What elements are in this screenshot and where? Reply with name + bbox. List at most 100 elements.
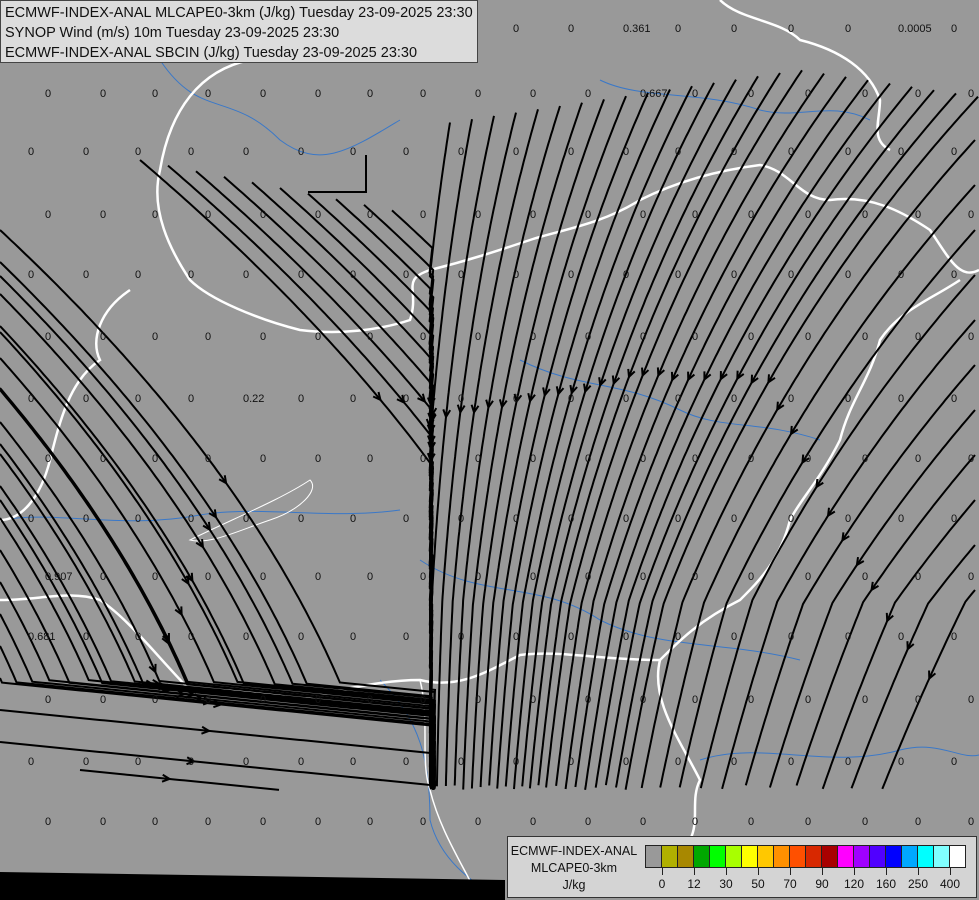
sbcin-value: 0 [513,513,519,525]
streamline [0,741,433,787]
sbcin-value: 0 [315,331,321,343]
sbcin-value: 0 [135,756,141,768]
streamline-arrow-icon [208,509,218,520]
streamline-arrow-icon [801,454,810,465]
legend-swatch [902,846,918,867]
legend-swatch [694,846,710,867]
legend-tick-label: 70 [783,877,797,891]
legend-source: ECMWF-INDEX-ANAL [510,844,638,858]
sbcin-value: 0 [788,631,794,643]
sbcin-value: 0 [350,513,356,525]
sbcin-value: 0 [350,146,356,158]
sbcin-value: 0 [243,756,249,768]
sbcin-value: 0 [898,631,904,643]
sbcin-value: 0 [530,88,536,100]
sbcin-value: 0 [898,269,904,281]
streamline [0,613,437,787]
streamline [584,82,891,790]
streamline [678,229,976,788]
streamline-arrow-icon [656,367,665,378]
sbcin-value: 0 [530,816,536,828]
sbcin-value: 0 [568,146,574,158]
sbcin-value: 0 [585,694,591,706]
sbcin-value: 0 [805,453,811,465]
sbcin-value: 0 [298,513,304,525]
sbcin-value: 0 [513,146,519,158]
sbcin-value: 0 [675,756,681,768]
streamline [545,69,803,788]
streamline [0,229,436,787]
legend-tick [726,868,727,875]
sbcin-value: 0 [692,88,698,100]
streamline-arrow-icon [513,393,523,404]
sbcin-value: 0 [675,269,681,281]
sbcin-value: 0 [298,393,304,405]
streamline-arrow-icon [174,606,183,617]
sbcin-value: 0 [898,146,904,158]
sbcin-value: 0 [862,694,868,706]
sbcin-value: 0 [458,393,464,405]
legend-tick [822,868,823,875]
legend-parameter: MLCAPE0-3km [530,861,618,875]
sbcin-value: 0 [951,631,957,643]
legend-swatch [726,846,742,867]
sbcin-value: 0 [915,331,921,343]
sbcin-value: 0 [243,146,249,158]
sbcin-value: 0 [298,269,304,281]
sbcin-value: 0 [568,393,574,405]
sbcin-value: 0 [83,631,89,643]
sbcin-value: 0 [951,513,957,525]
sbcin-value: 0 [951,23,957,35]
sbcin-value: 0 [568,513,574,525]
sbcin-value: 0 [675,513,681,525]
sbcin-value: 0 [585,453,591,465]
legend-tick-label: 50 [751,877,765,891]
sbcin-value: 0 [350,393,356,405]
sbcin-value: 0 [205,453,211,465]
streamline-arrow-icon [185,572,194,583]
streamline-arrow-icon [627,368,636,380]
sbcin-value: 0 [692,453,698,465]
sbcin-value: 0 [898,756,904,768]
streamline [488,92,649,786]
streamline [444,109,539,787]
river [599,79,871,121]
sbcin-value: 0 [530,453,536,465]
title-wind: SYNOP Wind (m/s) 10m Tuesday 23-09-2025 … [5,25,340,41]
sbcin-value: 0 [513,393,519,405]
sbcin-value: 0 [915,816,921,828]
sbcin-value: 0 [100,694,106,706]
streamline-arrow-icon [789,425,799,436]
sbcin-value: 0 [692,331,698,343]
sbcin-value: 0.907 [45,571,73,583]
legend-swatch [662,846,678,867]
legend-swatch [678,846,694,867]
streamline [768,409,976,788]
sbcin-value: 0 [568,756,574,768]
sbcin-value: 0 [188,756,194,768]
streamline-arrow-icon [527,392,536,404]
legend-swatch [646,846,662,867]
streamline-arrow-icon [195,538,205,549]
sbcin-value: 0 [45,453,51,465]
sbcin-value: 0 [28,146,34,158]
legend-tick-label: 160 [875,877,897,891]
sbcin-value: 0 [692,816,698,828]
sbcin-value: 0 [623,393,629,405]
sbcin-value: 0 [420,816,426,828]
streamline [0,499,436,787]
sbcin-value: 0 [788,146,794,158]
sbcin-value: 0 [403,393,409,405]
sbcin-value: 0 [731,23,737,35]
streamline-arrow-icon [213,699,224,709]
legend-tick-label: 400 [939,877,961,891]
sbcin-value: 0 [640,209,646,221]
sbcin-value: 0 [260,571,266,583]
sbcin-value: 0 [420,88,426,100]
sbcin-value: 0 [152,209,158,221]
streamline [744,364,976,786]
sbcin-value: 0 [152,88,158,100]
streamline [453,105,561,786]
sbcin-value: 0 [731,146,737,158]
streamline-arrow-icon [485,399,494,410]
